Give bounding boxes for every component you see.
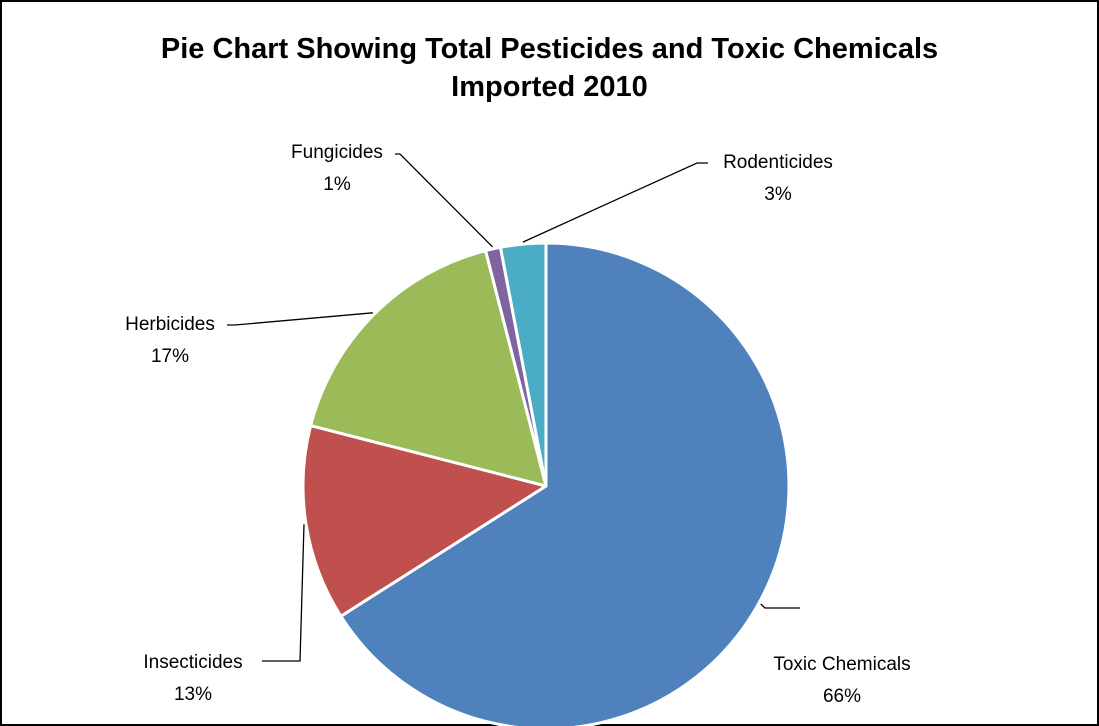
leader-line-fungicides [395,153,494,248]
leader-line-rodenticides [522,162,708,243]
slice-name-fungicides: Fungicides [291,142,383,163]
slice-label-fungicides: Fungicides 1% [291,142,383,195]
chart-title: Pie Chart Showing Total Pesticides and T… [0,30,1099,106]
slice-percent-insecticides: 13% [174,684,212,705]
slice-percent-herbicides: 17% [151,346,189,367]
slice-percent-toxic-chemicals: 66% [823,686,861,707]
slice-rodenticides [498,241,548,488]
slice-herbicides [309,249,548,488]
slice-name-rodenticides: Rodenticides [723,152,833,173]
slice-label-rodenticides: Rodenticides 3% [723,152,833,205]
leader-line-toxic-chemicals [760,603,800,609]
slice-label-herbicides: Herbicides 17% [125,314,215,367]
slice-toxic-chemicals [339,241,791,726]
slice-label-insecticides: Insecticides 13% [143,652,242,705]
chart-title-line-2: Imported 2010 [451,71,648,103]
slice-labels: Toxic Chemicals 66% Insecticides 13% Herbici… [125,142,911,707]
leader-line-insecticides [262,524,305,662]
leader-lines [227,153,800,662]
slice-percent-fungicides: 1% [323,174,351,195]
leader-line-herbicides [227,312,373,326]
pie-slices [301,241,791,726]
slice-label-toxic-chemicals: Toxic Chemicals 66% [773,654,910,707]
slice-name-insecticides: Insecticides [143,652,242,673]
slice-insecticides [301,424,548,618]
slice-name-herbicides: Herbicides [125,314,215,335]
chart-title-line-1: Pie Chart Showing Total Pesticides and T… [160,33,939,65]
slice-name-toxic-chemicals: Toxic Chemicals [773,654,910,675]
slice-percent-rodenticides: 3% [764,184,792,205]
